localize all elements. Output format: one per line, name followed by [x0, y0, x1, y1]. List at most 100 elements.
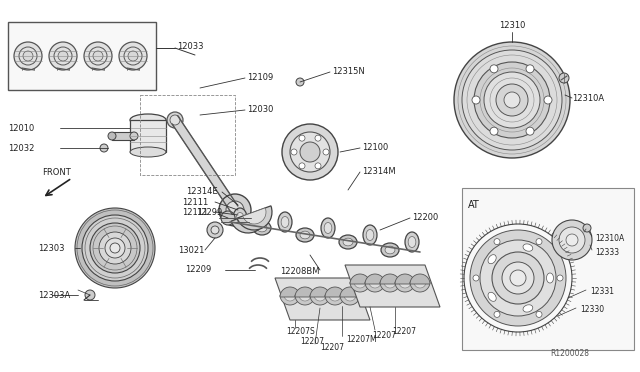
Bar	[130, 120, 166, 152]
Circle shape	[510, 270, 526, 286]
Text: AT: AT	[468, 200, 480, 210]
Wedge shape	[399, 282, 411, 288]
Circle shape	[105, 238, 125, 258]
Circle shape	[490, 65, 498, 73]
Wedge shape	[310, 295, 330, 305]
Wedge shape	[231, 209, 266, 233]
Wedge shape	[284, 295, 296, 301]
Circle shape	[282, 124, 338, 180]
Circle shape	[211, 226, 219, 234]
Wedge shape	[380, 282, 400, 292]
Circle shape	[99, 232, 131, 264]
Circle shape	[90, 223, 140, 273]
Wedge shape	[410, 274, 430, 284]
Wedge shape	[365, 282, 385, 292]
Wedge shape	[395, 282, 415, 292]
Circle shape	[474, 62, 550, 138]
Text: 12207: 12207	[320, 343, 344, 353]
Circle shape	[552, 220, 592, 260]
Text: 12207S: 12207S	[286, 327, 315, 337]
Wedge shape	[295, 295, 315, 305]
Wedge shape	[344, 295, 356, 301]
Circle shape	[300, 142, 320, 162]
Wedge shape	[340, 295, 360, 305]
Circle shape	[14, 42, 42, 70]
Text: 12111: 12111	[182, 198, 208, 206]
Ellipse shape	[324, 222, 332, 234]
Ellipse shape	[300, 231, 310, 239]
Circle shape	[494, 311, 500, 317]
Text: 12207M: 12207M	[346, 336, 376, 344]
Wedge shape	[384, 282, 396, 288]
Text: 12310A: 12310A	[572, 93, 604, 103]
Circle shape	[93, 51, 103, 61]
Circle shape	[559, 227, 585, 253]
Wedge shape	[325, 295, 345, 305]
Ellipse shape	[523, 305, 532, 312]
Circle shape	[526, 127, 534, 135]
Wedge shape	[365, 274, 385, 284]
Circle shape	[221, 211, 235, 225]
Circle shape	[323, 149, 329, 155]
Ellipse shape	[405, 232, 419, 252]
Ellipse shape	[488, 255, 496, 264]
Text: 12109: 12109	[247, 73, 273, 81]
Ellipse shape	[236, 212, 244, 224]
Text: 12032: 12032	[8, 144, 35, 153]
Circle shape	[566, 234, 578, 246]
Ellipse shape	[385, 246, 395, 254]
Circle shape	[480, 240, 556, 316]
Ellipse shape	[343, 238, 353, 246]
Text: 12315N: 12315N	[332, 67, 365, 76]
Wedge shape	[280, 287, 300, 297]
Wedge shape	[314, 295, 326, 301]
Circle shape	[49, 42, 77, 70]
Text: 12314M: 12314M	[362, 167, 396, 176]
Text: 12314E: 12314E	[186, 186, 218, 196]
Circle shape	[299, 135, 305, 141]
Ellipse shape	[278, 212, 292, 232]
Text: FRONT: FRONT	[42, 167, 70, 176]
Text: 12330: 12330	[580, 305, 604, 314]
Circle shape	[296, 78, 304, 86]
Text: 12310: 12310	[499, 20, 525, 29]
Ellipse shape	[366, 230, 374, 241]
Bar	[462, 188, 634, 350]
Polygon shape	[172, 116, 238, 214]
Circle shape	[128, 51, 138, 61]
Circle shape	[23, 51, 33, 61]
Circle shape	[454, 42, 570, 158]
Ellipse shape	[339, 235, 357, 249]
Circle shape	[315, 163, 321, 169]
Ellipse shape	[130, 132, 138, 140]
Ellipse shape	[488, 292, 496, 301]
Wedge shape	[237, 211, 260, 227]
Wedge shape	[299, 295, 311, 301]
Circle shape	[82, 215, 148, 281]
Circle shape	[290, 132, 330, 172]
Ellipse shape	[233, 208, 247, 228]
Circle shape	[484, 72, 540, 128]
Wedge shape	[354, 282, 366, 288]
Wedge shape	[310, 287, 330, 297]
Text: 12033: 12033	[177, 42, 204, 51]
Circle shape	[526, 65, 534, 73]
Wedge shape	[350, 274, 370, 284]
Wedge shape	[380, 274, 400, 284]
Text: 12331: 12331	[590, 288, 614, 296]
Ellipse shape	[253, 221, 271, 235]
Circle shape	[207, 222, 223, 238]
Ellipse shape	[296, 228, 314, 242]
Circle shape	[462, 50, 562, 150]
Circle shape	[119, 42, 147, 70]
Circle shape	[58, 51, 68, 61]
Ellipse shape	[257, 224, 267, 232]
Wedge shape	[410, 282, 430, 292]
Wedge shape	[340, 287, 360, 297]
Circle shape	[559, 73, 569, 83]
Text: 12333: 12333	[595, 247, 619, 257]
Circle shape	[536, 238, 542, 245]
Ellipse shape	[130, 147, 166, 157]
Circle shape	[496, 84, 528, 116]
Text: 12208BM: 12208BM	[280, 267, 319, 276]
